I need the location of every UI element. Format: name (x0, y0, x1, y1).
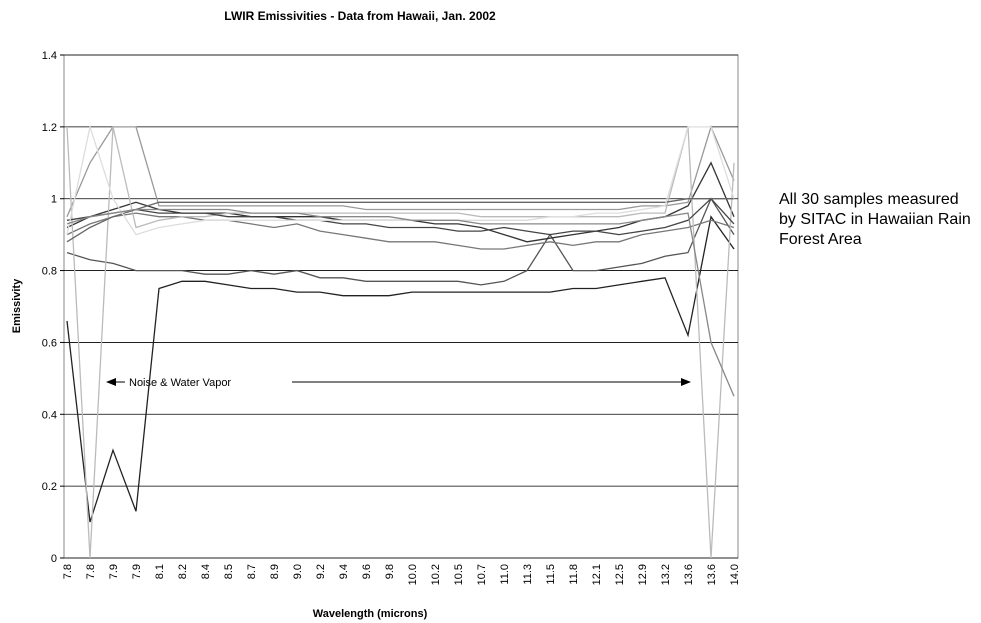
y-tick-label: 0.8 (42, 266, 57, 278)
x-tick-label: 8.7 (246, 564, 258, 579)
x-tick-label: 9.4 (338, 564, 350, 579)
series-line (66, 197, 735, 286)
x-tick-label: 10.0 (407, 564, 419, 585)
series-line (66, 125, 735, 217)
x-tick-label: 13.6 (683, 564, 695, 585)
x-tick-label: 13.6 (706, 564, 718, 585)
series-line (66, 198, 734, 243)
x-tick-label: 10.2 (430, 564, 442, 585)
series-line (66, 126, 735, 559)
x-tick-label: 9.8 (384, 564, 396, 579)
x-tick-label: 11.3 (522, 564, 534, 585)
x-tick-label: 12.5 (614, 564, 626, 585)
y-tick-label: 0.4 (42, 409, 57, 421)
x-tick-label: 9.2 (315, 564, 327, 579)
x-tick-label: 8.4 (200, 564, 212, 579)
x-tick-label: 7.9 (108, 564, 120, 579)
x-tick-label: 9.6 (361, 564, 373, 579)
x-tick-label: 8.9 (269, 564, 281, 579)
x-tick-label: 12.9 (637, 564, 649, 585)
y-tick-label: 0.2 (42, 481, 57, 493)
series-line (66, 197, 735, 236)
y-axis-title: Emissivity (11, 278, 23, 333)
x-tick-label: 8.5 (223, 564, 235, 579)
x-tick-label: 7.9 (131, 564, 143, 579)
x-tick-label: 10.7 (476, 564, 488, 585)
y-tick-label: 1.4 (42, 50, 57, 62)
x-tick-label: 10.5 (453, 564, 465, 585)
y-tick-label: 0 (51, 553, 57, 565)
series-line (66, 215, 735, 523)
annotation: Noise & Water Vapor (129, 377, 231, 389)
x-tick-label: 11.0 (499, 564, 511, 585)
x-tick-label: 13.2 (660, 564, 672, 585)
y-tick-label: 1.2 (42, 122, 57, 134)
plot-area (63, 54, 739, 559)
y-tick-label: 1 (51, 194, 57, 206)
x-tick-label: 14.0 (729, 564, 741, 585)
series-line (66, 124, 735, 236)
side-note: All 30 samples measured by SITAC in Hawa… (779, 191, 971, 248)
series-line (66, 208, 735, 397)
x-tick-label: 11.5 (545, 564, 557, 585)
x-tick-label: 11.8 (568, 564, 580, 585)
x-axis-title: Wavelength (microns) (313, 608, 428, 620)
x-tick-label: 8.2 (177, 564, 189, 579)
x-tick-label: 7.8 (62, 564, 74, 579)
x-tick-label: 8.1 (154, 564, 166, 579)
y-tick-label: 0.6 (42, 337, 57, 349)
chart-title: LWIR Emissivities - Data from Hawaii, Ja… (224, 9, 496, 23)
x-tick-label: 7.8 (85, 564, 97, 579)
x-tick-label: 9.0 (292, 564, 304, 579)
x-tick-label: 12.1 (591, 564, 603, 585)
